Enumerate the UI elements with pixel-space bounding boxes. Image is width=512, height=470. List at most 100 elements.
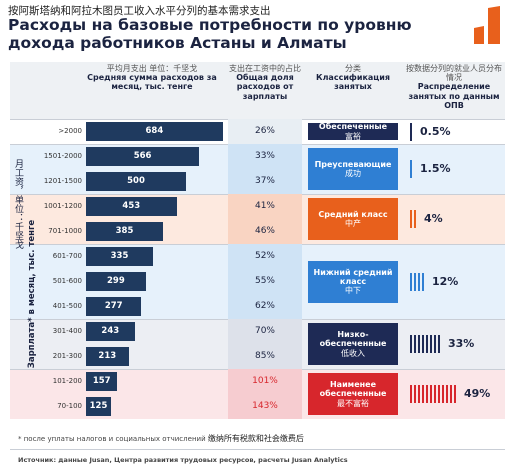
title-zh: 按阿斯塔纳和阿拉木图员工收入水平分列的基本需求支出 (8, 5, 271, 17)
share-cell (228, 194, 302, 244)
bar-label: 500 (127, 176, 145, 186)
y-tick-label: 1501-2000 (43, 152, 82, 160)
category-ru: Наименее обеспеченные (319, 380, 387, 399)
category-ru: Обеспеченные (318, 122, 388, 132)
distribution-tick (438, 335, 440, 353)
y-tick-label: 1001-1200 (43, 202, 82, 210)
column-header-zh: 支出在工资中的占比 (229, 64, 301, 73)
distribution-value: 1.5% (420, 162, 451, 175)
y-tick-label: 701-1000 (48, 227, 82, 235)
distribution-tick (430, 385, 432, 403)
bar: 500 (86, 172, 186, 191)
title-ru: Расходы на базовые потребности по уровню… (8, 16, 412, 52)
distribution-tick (442, 385, 444, 403)
distribution-value: 0.5% (420, 124, 451, 138)
distribution-tick (418, 385, 420, 403)
bar: 277 (86, 297, 142, 316)
share-value: 62% (254, 301, 275, 311)
category-box: Преуспевающие 成功 (308, 148, 398, 190)
category-zh: 富裕 (345, 131, 361, 141)
column-header-ru: Средняя сумма расходов за месяц, тыс. те… (87, 73, 217, 92)
separator (10, 449, 505, 450)
share-value: 41% (254, 201, 275, 211)
distribution-tick (438, 385, 440, 403)
bar: 566 (86, 147, 200, 166)
share-cell (228, 319, 302, 369)
distribution-tick (410, 160, 412, 178)
distribution-tick (434, 335, 436, 353)
bar-label: 277 (104, 301, 123, 311)
distribution-tick (414, 385, 416, 403)
bar: 453 (86, 197, 177, 216)
distribution-tick (410, 335, 412, 353)
y-label-zh: 月工资，单位：千坚戈 (13, 159, 23, 249)
distribution-tick (418, 335, 420, 353)
distribution-tick (434, 385, 436, 403)
bar-label: 213 (98, 351, 117, 361)
distribution-tick (414, 210, 416, 228)
column-header: 按数据分列的就业人员分布情况 Распределение занятых по д… (404, 64, 504, 110)
category-box: Обеспеченные 富裕 (308, 122, 398, 141)
distribution-tick (418, 272, 420, 291)
share-value: 37% (254, 176, 275, 186)
category-zh: 中产 (345, 219, 361, 228)
bar-label: 335 (110, 251, 129, 261)
distribution-value: 4% (424, 212, 443, 225)
category-box: Наименее обеспеченные 最不富裕 (308, 373, 398, 415)
y-label-ru: Зарплата* в месяц, тыс. тенге (27, 219, 37, 369)
distribution-tick (414, 335, 416, 353)
share-value: 55% (254, 276, 275, 286)
column-header-ru: Общая доля расходов от зарплаты (236, 73, 294, 101)
bar-label: 243 (101, 326, 120, 336)
distribution-tick (410, 122, 412, 141)
footnote-zh: 缴纳所有税款和社会缴费后 (207, 434, 304, 443)
distribution-tick (410, 272, 412, 291)
distribution-tick (410, 210, 412, 228)
category-ru: Преуспевающие (314, 159, 392, 169)
bar: 125 (86, 397, 111, 416)
column-header-ru: Распределение занятых по данным ОПВ (408, 82, 500, 110)
distribution-tick (426, 385, 428, 403)
bar: 243 (86, 322, 135, 341)
footnote-ru: * после уплаты налогов и социальных отчи… (18, 435, 206, 443)
header-band (10, 62, 505, 119)
column-header: 平均月支出 单位：千坚戈 Средняя сумма расходов за ме… (72, 64, 232, 92)
share-value: 143% (252, 401, 278, 411)
y-tick-label: >2000 (58, 127, 82, 135)
category-box: Средний класс 中产 (308, 198, 398, 240)
y-tick-label: 70-100 (57, 402, 82, 410)
category-box: Низко-обеспеченные 低收入 (308, 323, 398, 365)
bar-label: 157 (92, 376, 111, 386)
bar: 157 (86, 372, 118, 391)
bar-label: 566 (133, 151, 152, 161)
bar: 299 (86, 272, 146, 291)
share-cell (228, 244, 302, 319)
y-tick-label: 601-700 (52, 252, 82, 260)
share-cell (228, 369, 302, 419)
column-header-zh: 按数据分列的就业人员分布情况 (406, 64, 502, 83)
logo (474, 6, 500, 44)
bar-label: 684 (145, 126, 164, 136)
distribution-tick (410, 385, 412, 403)
column-header: 支出在工资中的占比 Общая доля расходов от зарплаты (228, 64, 302, 101)
bar-label: 385 (115, 226, 134, 236)
y-tick-label: 1201-1500 (43, 177, 82, 185)
category-zh: 中下 (345, 286, 361, 296)
category-ru: Нижний средний класс (313, 267, 393, 286)
share-cell (228, 144, 302, 194)
column-header: 分类 Классификация занятых (304, 64, 402, 92)
distribution-tick (426, 335, 428, 353)
category-zh: 最不富裕 (337, 398, 369, 408)
distribution-tick (414, 272, 416, 291)
bar: 335 (86, 247, 153, 266)
y-tick-label: 101-200 (52, 377, 82, 385)
share-value: 70% (254, 326, 275, 336)
distribution-tick (422, 335, 424, 353)
category-ru: Низко-обеспеченные (319, 330, 387, 349)
source: Источник: данные Jusan, Центра развития … (18, 456, 348, 464)
bar: 213 (86, 347, 129, 366)
footnote: * после уплаты налогов и социальных отчи… (18, 433, 304, 444)
category-box: Нижний средний класс 中下 (308, 260, 398, 303)
distribution-value: 49% (464, 387, 491, 400)
